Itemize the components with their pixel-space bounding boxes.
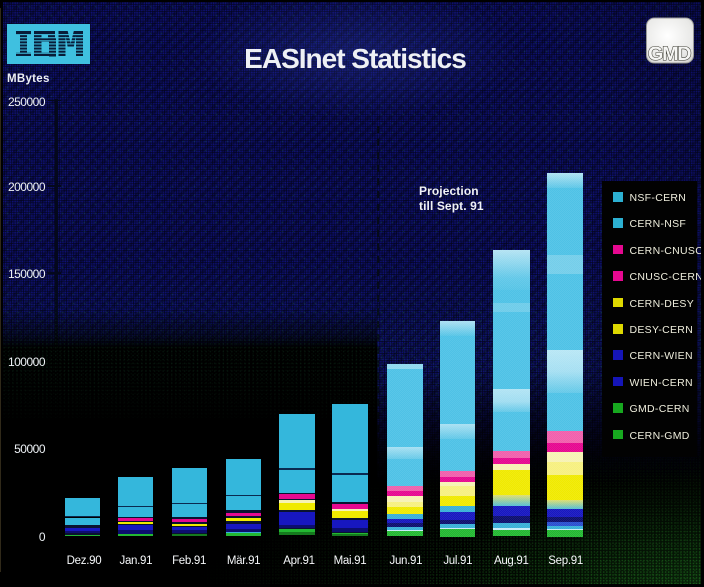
svg-text:GMD: GMD bbox=[648, 43, 691, 64]
